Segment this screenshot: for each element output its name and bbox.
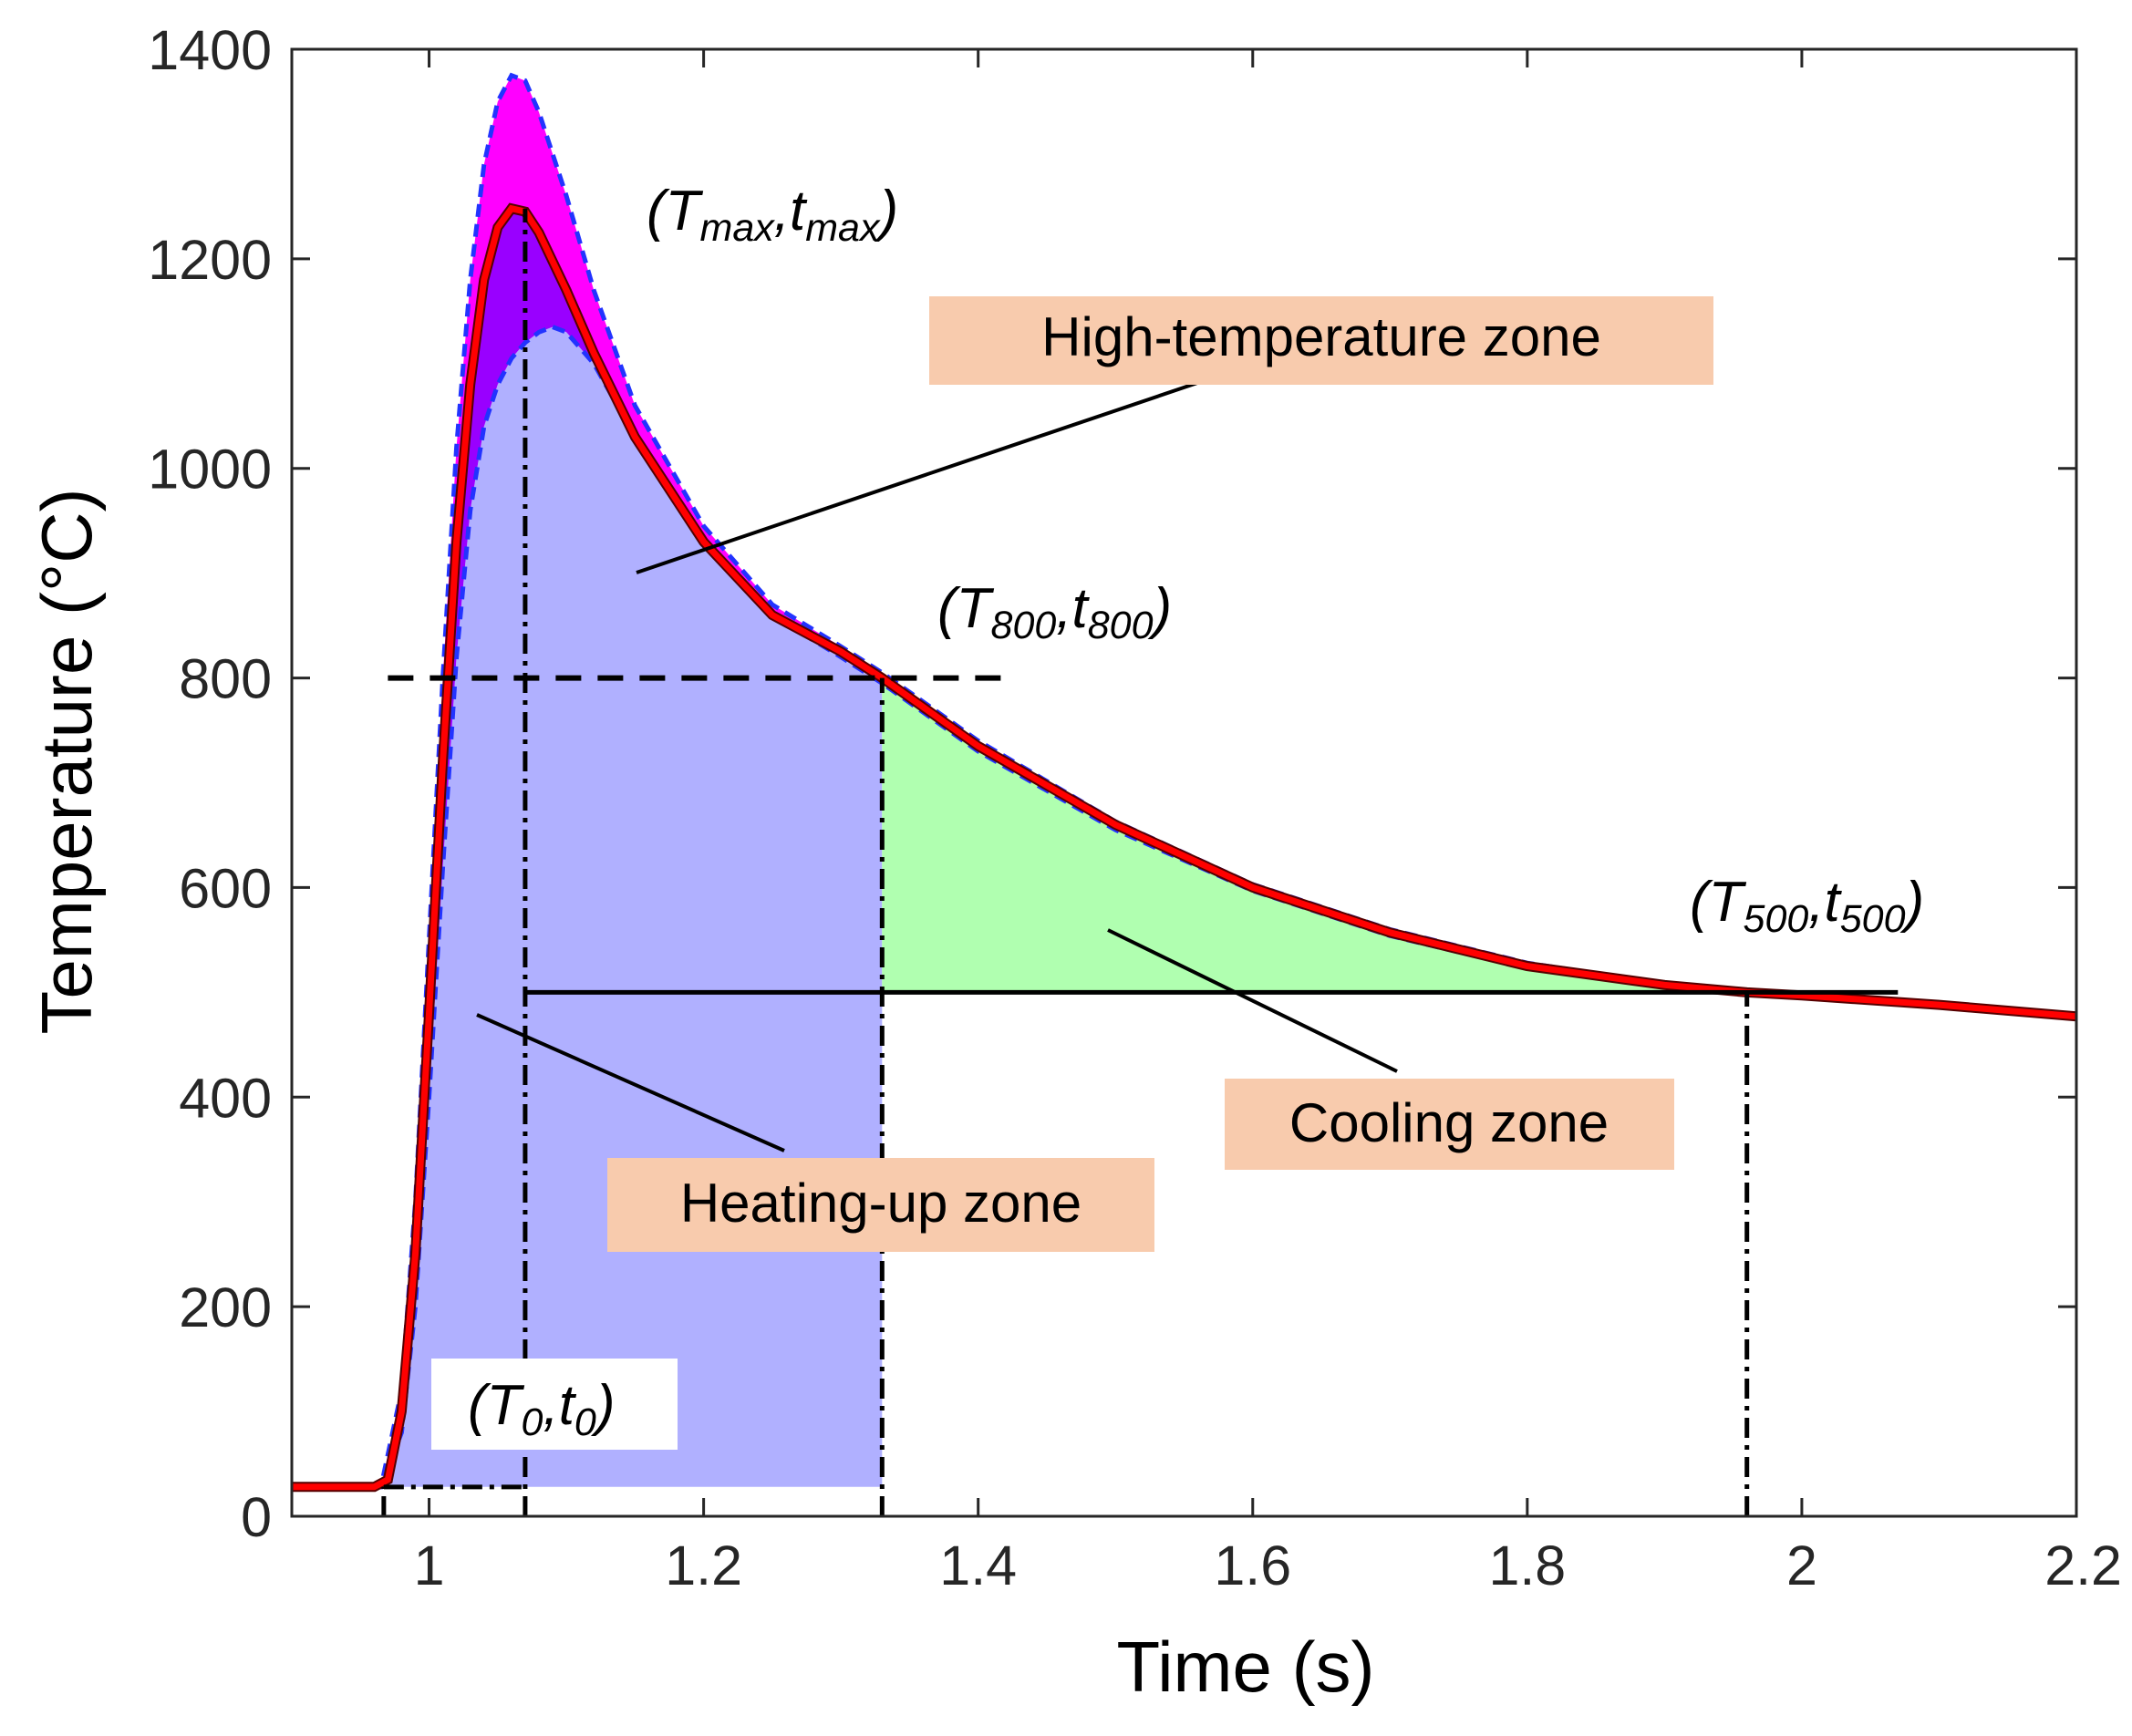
T800-t800-label: (T800,t800): [937, 577, 1172, 647]
x-tick-label: 1.6: [1214, 1534, 1291, 1596]
T500-t500-label: (T500,t500): [1690, 871, 1924, 941]
x-axis-label: Time (s): [1116, 1627, 1374, 1707]
x-tick-label: 2.2: [2044, 1534, 2122, 1596]
y-tick-label: 400: [179, 1067, 272, 1129]
y-tick-label: 1200: [148, 229, 272, 291]
cooling-zone-box: [1225, 1079, 1674, 1170]
y-tick-label: 200: [179, 1276, 272, 1338]
x-tick-label: 1: [414, 1534, 445, 1596]
mean-temperature-line: [292, 204, 2076, 1491]
x-tick-label: 1.4: [939, 1534, 1017, 1596]
heating-zone-box: [607, 1158, 1154, 1252]
Tmax-tmax-label: (Tmax,tmax): [647, 180, 898, 250]
y-tick-label: 600: [179, 857, 272, 919]
high-temp-zone-leader: [636, 381, 1198, 574]
heating-zone-label: Heating-up zone: [680, 1173, 1082, 1234]
T0-label-box: [431, 1359, 678, 1450]
high-temp-zone-box: [929, 296, 1713, 385]
lower-band-fill: [380, 208, 1747, 1487]
heating-zone-leader: [476, 1013, 785, 1152]
high-temp-zone-label: High-temperature zone: [1041, 306, 1601, 367]
y-tick-label: 800: [179, 648, 272, 710]
y-axis-label: Temperature (°C): [26, 488, 107, 1034]
y-tick-label: 1400: [148, 19, 272, 81]
cooling-zone-label: Cooling zone: [1289, 1092, 1609, 1153]
cooling-zone-fill: [882, 677, 1747, 993]
y-tick-label: 0: [241, 1486, 272, 1548]
y-tick-label: 1000: [148, 439, 272, 501]
x-tick-label: 1.8: [1488, 1534, 1566, 1596]
x-tick-label: 2: [1786, 1534, 1817, 1596]
x-tick-label: 1.2: [665, 1534, 742, 1596]
plot-area-border: [290, 47, 2078, 1518]
cooling-zone-leader: [1107, 928, 1398, 1073]
